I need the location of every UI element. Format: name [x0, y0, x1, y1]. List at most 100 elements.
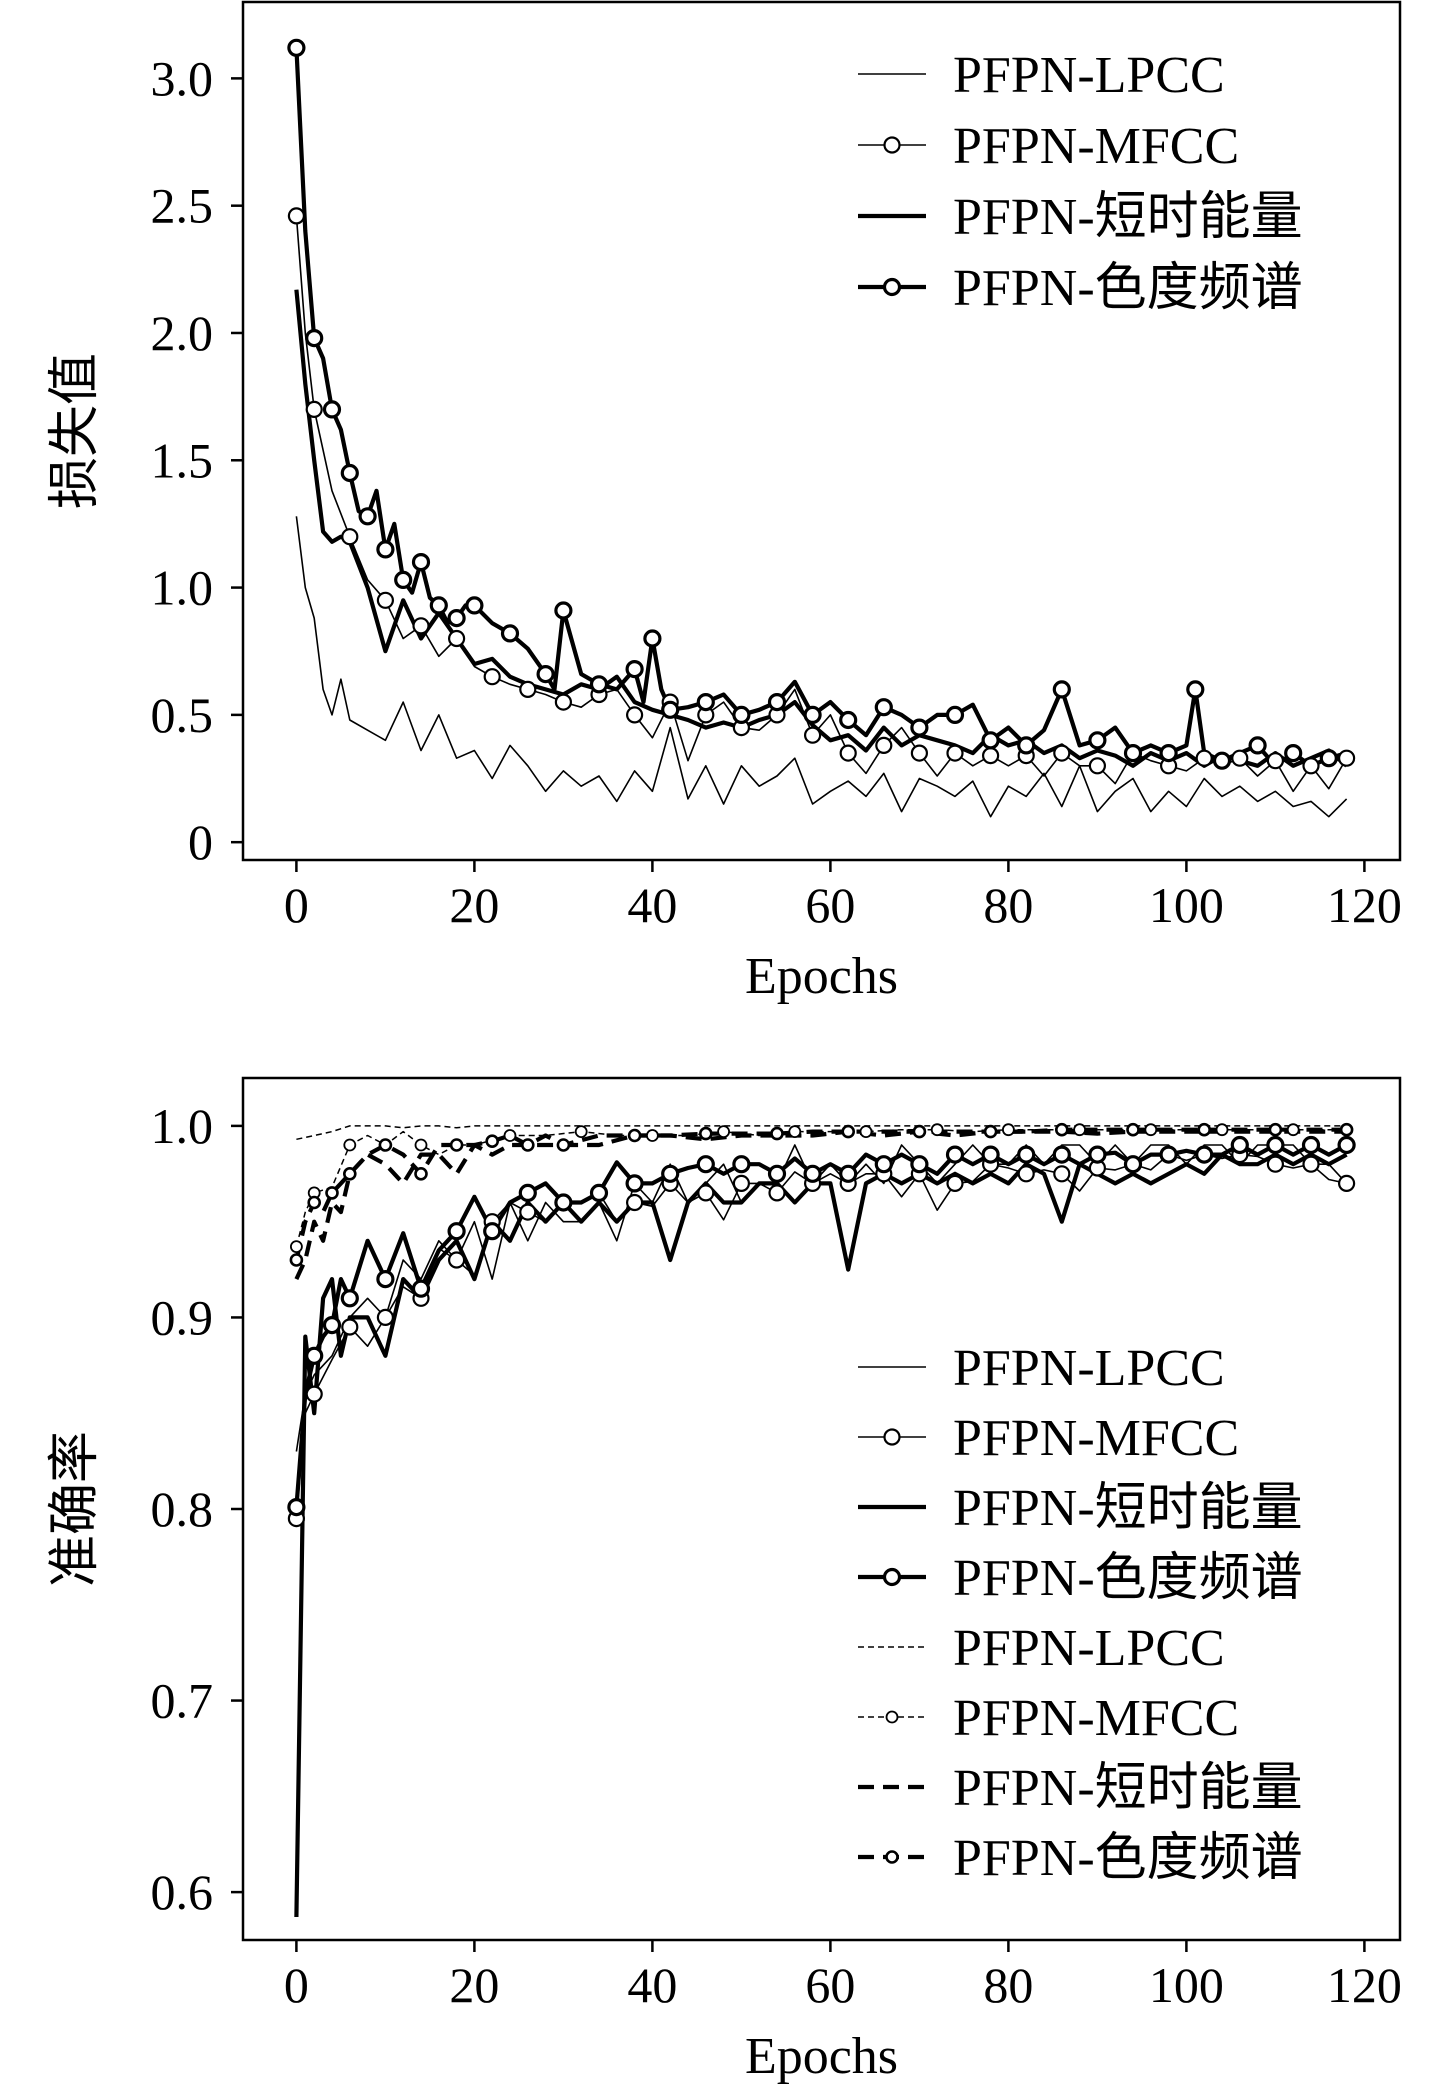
series-3-point: [483, 1222, 502, 1241]
series-3-point: [625, 659, 644, 679]
series-1-point: [1088, 757, 1107, 775]
legend-marker-1: [883, 136, 901, 154]
series-1-point: [1266, 1155, 1285, 1173]
legend-label-1: PFPN-MFCC: [953, 1410, 1239, 1467]
series-5-point: [788, 1125, 802, 1138]
series-7-point: [912, 1124, 927, 1139]
plot-frame: [241, 0, 1402, 862]
series-3-point: [411, 552, 431, 572]
legend-marker-3: [882, 1567, 902, 1587]
series-3-point: [1017, 736, 1036, 755]
y-tick-label: 0.8: [151, 1481, 214, 1537]
series-7-point: [485, 1134, 500, 1148]
series-3-point: [1123, 743, 1143, 763]
series-3-point: [696, 692, 715, 712]
legend: PFPN-LPCC PFPN-MFCC PFPN-短时能量 PFPN-色度频谱 PFPN…: [858, 1340, 1303, 1887]
series-1-point: [1017, 1165, 1035, 1183]
series-line-4: [296, 1125, 1347, 1141]
series-7-point: [770, 1126, 784, 1141]
legend-label-3: PFPN-色度频谱: [953, 260, 1303, 317]
series-7-point: [841, 1124, 856, 1139]
series-1-point: [1337, 1174, 1356, 1193]
series-3-point: [945, 1145, 965, 1164]
legend-marker-7: [885, 1850, 899, 1864]
series-3-point: [732, 705, 751, 725]
series-1-point: [376, 1308, 394, 1327]
series-3-point: [305, 329, 324, 348]
series-3-point: [394, 570, 413, 590]
y-tick-label: 0.6: [151, 1864, 214, 1920]
series-1-point: [448, 1251, 466, 1269]
accuracy-chart: 0 20 40 60 80 100 120 0.6 0.7 0.8 0.9 1.0 Epochs 准确率 P…: [47, 1076, 1402, 2085]
series-1-point: [625, 1193, 644, 1212]
series-3-point: [447, 1222, 466, 1241]
series-1-point: [1266, 752, 1285, 770]
series-5-point: [646, 1129, 659, 1142]
series-3-point: [500, 624, 520, 643]
series-7-point: [449, 1138, 464, 1152]
series-3-point: [465, 596, 484, 615]
series-1-point: [1195, 749, 1213, 767]
series-1-point: [519, 680, 537, 699]
x-tick-label: 20: [449, 877, 499, 933]
legend-label-0: PFPN-LPCC: [953, 1340, 1225, 1397]
y-axis-label: 损失值: [47, 353, 104, 509]
series-1-point: [1302, 1155, 1320, 1173]
series-7-point: [627, 1128, 642, 1143]
series-3-point: [1248, 736, 1267, 755]
series-3-point: [1017, 1145, 1036, 1164]
series-1-point: [448, 629, 466, 648]
series-3-point: [340, 1289, 359, 1308]
series-3-point: [1088, 731, 1107, 750]
series-3-point: [447, 608, 466, 628]
legend-label-6: PFPN-短时能量: [953, 1760, 1303, 1817]
series-3-point: [1284, 743, 1303, 763]
series-3-point: [1337, 1135, 1356, 1155]
series-1-point: [1053, 1165, 1071, 1183]
series-7-point: [520, 1138, 535, 1152]
series-3-point: [661, 700, 680, 719]
legend-label-5: PFPN-MFCC: [953, 1690, 1239, 1747]
series-3-point: [1212, 751, 1232, 770]
series-7-point: [325, 1186, 339, 1200]
series-1-point: [287, 207, 305, 225]
y-tick-label: 2.5: [151, 178, 214, 234]
series-1-point: [625, 706, 644, 724]
series-3-point: [358, 507, 377, 526]
legend-label-2: PFPN-短时能量: [953, 1480, 1303, 1537]
series-3-point: [287, 1497, 306, 1517]
y-tick-label: 0.9: [151, 1289, 214, 1345]
y-tick-label: 1.0: [151, 1098, 214, 1154]
x-tick-label: 60: [805, 877, 855, 933]
legend-marker-5: [885, 1710, 899, 1724]
series-1-point: [1231, 749, 1249, 767]
series-1-point: [839, 744, 857, 762]
series-1-point: [946, 744, 964, 762]
series-5-point: [717, 1125, 730, 1138]
series-3-point: [554, 601, 573, 620]
series-3-point: [1088, 1145, 1107, 1164]
legend: PFPN-LPCC PFPN-MFCC PFPN-短时能量 PFPN-色度频谱: [858, 47, 1303, 317]
series-5-point: [414, 1138, 428, 1152]
series-markers: [287, 38, 1356, 775]
legend-label-4: PFPN-LPCC: [953, 1620, 1225, 1677]
series-3-point: [981, 1145, 1000, 1164]
series-3-point: [518, 1183, 537, 1203]
series-3-point: [874, 698, 893, 717]
series-3-point: [945, 705, 965, 725]
series-3-point: [287, 38, 306, 57]
y-axis-label: 准确率: [47, 1431, 104, 1587]
series-3-point: [340, 463, 359, 483]
series-3-point: [322, 1315, 342, 1335]
y-tick-label: 1.5: [151, 432, 214, 488]
series-line-0: [295, 516, 1348, 818]
series-3-point: [910, 718, 929, 737]
series-3-point: [1052, 1145, 1071, 1164]
series-7-point: [307, 1195, 322, 1210]
series-3-point: [839, 1164, 858, 1183]
series-3-point: [1319, 749, 1338, 768]
series-3-point: [767, 1164, 787, 1183]
series-7-point: [378, 1138, 393, 1152]
series-3-point: [589, 1183, 609, 1203]
series-3-point: [1301, 1135, 1321, 1155]
